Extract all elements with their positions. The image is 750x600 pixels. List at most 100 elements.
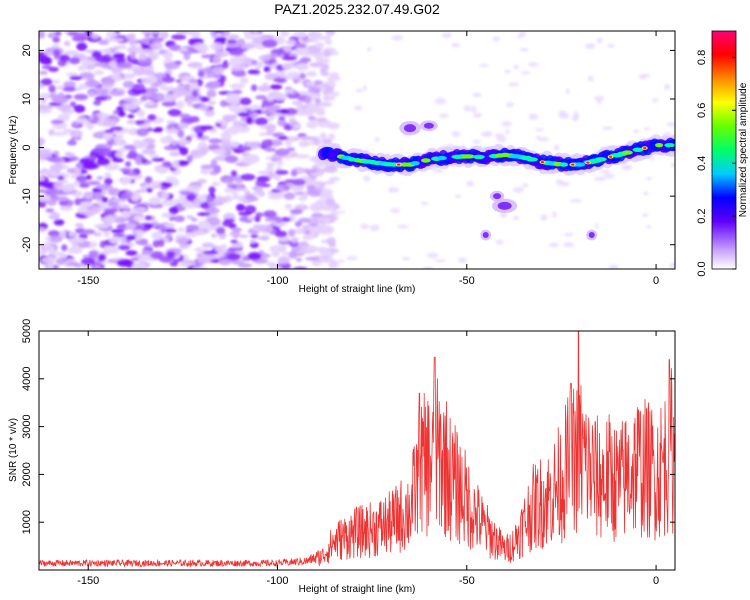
- noise-speckle: [136, 109, 146, 118]
- noise-speckle: [640, 73, 651, 78]
- noise-speckle: [295, 257, 303, 262]
- noise-speckle: [164, 62, 180, 70]
- noise-speckle: [171, 34, 187, 40]
- colorbar-tick-label: 0.2: [696, 208, 708, 223]
- noise-speckle: [298, 196, 307, 202]
- noise-speckle: [244, 205, 257, 214]
- noise-speckle: [119, 168, 133, 172]
- noise-speckle: [298, 241, 309, 248]
- noise-speckle: [49, 246, 56, 255]
- noise-speckle: [149, 153, 160, 159]
- noise-speckle: [123, 97, 136, 102]
- noise-speckle: [96, 183, 113, 190]
- noise-speckle: [214, 245, 227, 254]
- noise-speckle: [438, 113, 449, 119]
- noise-speckle: [646, 225, 652, 229]
- noise-speckle: [238, 146, 252, 152]
- noise-speckle: [244, 34, 256, 40]
- noise-speckle: [148, 197, 162, 206]
- noise-speckle: [92, 187, 103, 194]
- noise-speckle: [185, 135, 193, 142]
- noise-speckle: [48, 84, 56, 93]
- noise-speckle: [91, 205, 101, 214]
- noise-speckle: [67, 31, 81, 36]
- noise-speckle: [144, 215, 152, 221]
- noise-speckle: [437, 167, 443, 174]
- snr-x-tick-label: 0: [653, 575, 659, 587]
- noise-speckle: [513, 64, 519, 70]
- noise-speckle: [70, 237, 86, 244]
- noise-speckle: [175, 31, 192, 35]
- noise-speckle: [309, 62, 324, 68]
- noise-speckle: [293, 43, 307, 49]
- noise-speckle: [505, 102, 514, 108]
- noise-speckle: [251, 191, 266, 196]
- noise-speckle: [251, 104, 261, 109]
- noise-speckle: [670, 162, 675, 167]
- noise-speckle: [162, 161, 172, 168]
- noise-speckle: [166, 250, 176, 259]
- noise-speckle: [57, 175, 65, 181]
- noise-speckle: [194, 128, 203, 134]
- noise-speckle: [119, 176, 132, 184]
- noise-speckle: [210, 42, 224, 51]
- noise-speckle: [277, 119, 287, 127]
- noise-speckle: [103, 48, 112, 53]
- noise-speckle: [183, 232, 198, 238]
- noise-speckle: [59, 205, 73, 211]
- noise-speckle: [94, 55, 110, 63]
- noise-speckle: [260, 235, 270, 241]
- noise-speckle: [275, 218, 284, 223]
- noise-speckle: [58, 103, 71, 112]
- noise-speckle: [202, 250, 219, 255]
- noise-speckle: [499, 211, 508, 219]
- noise-speckle: [454, 194, 462, 199]
- noise-speckle: [281, 62, 296, 70]
- noise-speckle: [325, 197, 336, 206]
- noise-speckle: [103, 216, 116, 222]
- noise-speckle: [228, 49, 244, 56]
- noise-speckle: [144, 176, 153, 184]
- noise-speckle: [222, 114, 238, 119]
- noise-speckle: [284, 203, 292, 210]
- noise-speckle: [197, 178, 207, 184]
- noise-speckle: [80, 201, 94, 208]
- trace-hotspot: [571, 163, 575, 166]
- noise-speckle: [188, 78, 197, 84]
- noise-speckle: [50, 119, 64, 125]
- noise-speckle: [472, 139, 481, 144]
- noise-speckle: [125, 235, 137, 241]
- noise-speckle: [161, 212, 175, 218]
- noise-speckle: [69, 129, 83, 138]
- noise-speckle: [294, 221, 303, 227]
- noise-speckle: [223, 218, 236, 223]
- noise-speckle: [130, 257, 140, 262]
- noise-speckle: [92, 114, 99, 124]
- noise-speckle: [209, 203, 216, 212]
- noise-speckle: [214, 51, 229, 58]
- noise-speckle: [79, 72, 95, 80]
- noise-speckle: [291, 101, 304, 105]
- noise-speckle: [144, 49, 155, 54]
- trace-core: [574, 162, 586, 167]
- noise-speckle: [235, 186, 248, 192]
- noise-speckle: [261, 139, 273, 148]
- trace-core: [664, 142, 675, 148]
- noise-speckle: [391, 34, 404, 41]
- noise-speckle: [527, 62, 539, 67]
- noise-speckle: [327, 122, 340, 130]
- noise-speckle: [105, 31, 118, 38]
- noise-speckle: [94, 96, 107, 101]
- colorbar-tick-label: 0.8: [696, 50, 708, 65]
- noise-speckle: [263, 210, 277, 218]
- noise-speckle: [367, 47, 372, 52]
- noise-speckle: [607, 43, 615, 48]
- noise-speckle: [259, 224, 266, 233]
- noise-speckle: [69, 101, 77, 108]
- noise-speckle: [298, 136, 314, 140]
- noise-speckle: [184, 203, 197, 208]
- noise-speckle: [235, 203, 246, 212]
- noise-speckle: [257, 85, 271, 92]
- noise-speckle: [175, 79, 182, 83]
- noise-speckle: [98, 39, 109, 45]
